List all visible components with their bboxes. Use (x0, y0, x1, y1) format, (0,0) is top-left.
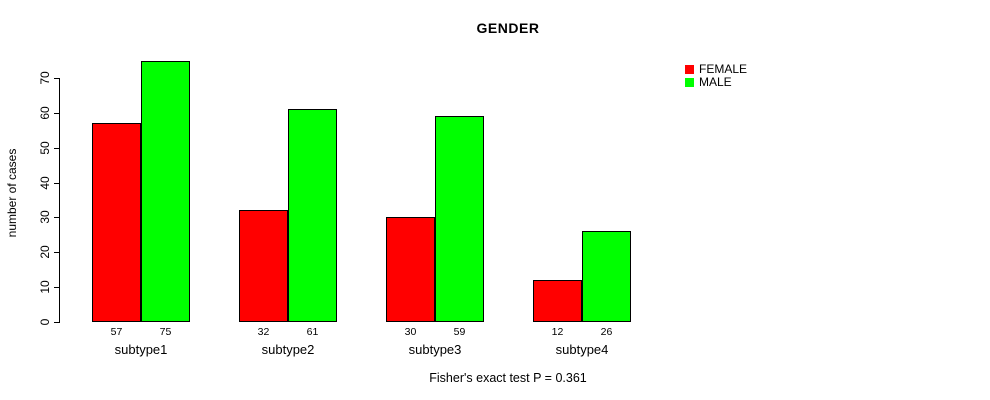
category-label-subtype4: subtype4 (555, 342, 609, 357)
bar-male-subtype3 (435, 116, 484, 322)
legend: FEMALE MALE (685, 63, 747, 89)
y-tick-label: 20 (38, 245, 52, 259)
legend-item-female: FEMALE (685, 63, 747, 76)
category-label-subtype3: subtype3 (408, 342, 462, 357)
y-tick-mark (54, 113, 59, 114)
bar-female-subtype2 (239, 210, 288, 322)
legend-label: FEMALE (699, 62, 748, 76)
category-label-subtype1: subtype1 (114, 342, 168, 357)
legend-label: MALE (699, 75, 732, 89)
bar-count-label: 26 (600, 326, 613, 338)
bar-count-label: 61 (306, 326, 319, 338)
bar-female-subtype3 (386, 217, 435, 322)
bar-count-label: 57 (110, 326, 123, 338)
bar-count-label: 32 (257, 326, 270, 338)
y-tick-mark (54, 217, 59, 218)
y-tick-mark (54, 148, 59, 149)
bar-male-subtype1 (141, 61, 190, 322)
y-tick-mark (54, 252, 59, 253)
y-tick-mark (54, 183, 59, 184)
bar-count-label: 12 (551, 326, 564, 338)
bar-male-subtype2 (288, 109, 337, 322)
bar-male-subtype4 (582, 231, 631, 322)
y-tick-mark (54, 287, 59, 288)
y-tick-mark (54, 78, 59, 79)
y-tick-label: 70 (38, 71, 52, 85)
chart-title: GENDER (476, 20, 540, 36)
category-label-subtype2: subtype2 (261, 342, 315, 357)
y-tick-mark (54, 322, 59, 323)
bar-female-subtype4 (533, 280, 582, 322)
legend-swatch-male (685, 78, 694, 87)
caption-text: Fisher's exact test P = 0.361 (429, 371, 587, 385)
y-tick-label: 50 (38, 141, 52, 155)
legend-item-male: MALE (685, 76, 747, 89)
y-tick-label: 0 (38, 318, 52, 326)
legend-swatch-female (685, 65, 694, 74)
bar-count-label: 59 (453, 326, 466, 338)
bar-count-label: 30 (404, 326, 417, 338)
bar-count-label: 75 (159, 326, 172, 338)
y-axis-line (59, 78, 60, 323)
bar-female-subtype1 (92, 123, 141, 322)
y-tick-label: 30 (38, 210, 52, 224)
y-axis-label: number of cases (5, 148, 19, 238)
y-tick-label: 60 (38, 106, 52, 120)
y-tick-label: 40 (38, 176, 52, 190)
y-tick-label: 10 (38, 280, 52, 294)
